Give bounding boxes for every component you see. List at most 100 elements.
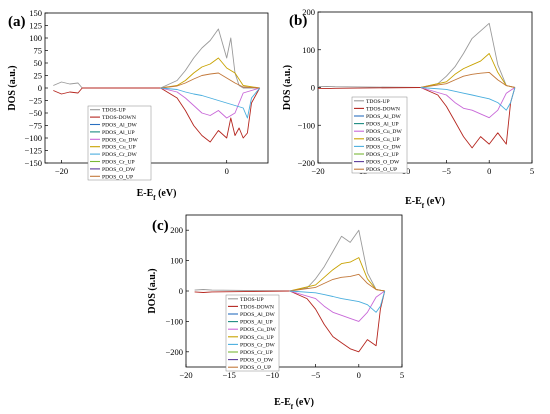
y-tick-label: 75 <box>34 46 43 56</box>
x-tick-label: −10 <box>266 370 279 380</box>
x-tick-label: 5 <box>400 370 404 380</box>
legend-label: TDOS-DOWN <box>102 115 136 121</box>
panel-letter: (b) <box>289 13 307 29</box>
legend-label: PDOS_Al_UP <box>366 122 399 128</box>
series-line-pdos-cr-dw <box>289 290 386 313</box>
legend-label: PDOS_Cr_DW <box>240 342 276 348</box>
series-line-pdos-cu-dw <box>420 87 516 119</box>
series-line-pdos-o-up <box>420 71 515 88</box>
x-tick-label: −15 <box>223 370 236 380</box>
y-tick-label: −100 <box>165 316 183 326</box>
x-tick-label: 0 <box>487 166 491 176</box>
legend-label: TDOS-UP <box>102 108 126 114</box>
series-line-pdos-cu-dw <box>289 290 385 322</box>
legend: TDOS-UPTDOS-DOWNPDOS_Al_DWPDOS_Al_UPPDOS… <box>87 105 152 181</box>
legend-label: PDOS_Cr_UP <box>366 152 399 158</box>
legend-label: PDOS_Al_DW <box>366 114 402 120</box>
panel-a: −20−100−150−125−100−75−50−25025507510012… <box>7 8 269 202</box>
y-tick-label: −150 <box>24 158 42 168</box>
series-group <box>318 22 516 149</box>
legend: TDOS-UPTDOS-DOWNPDOS_Al_DWPDOS_Al_UPPDOS… <box>351 96 408 174</box>
y-tick-label: 0 <box>311 83 315 93</box>
series-group <box>53 28 261 143</box>
legend-label: TDOS-UP <box>240 297 264 303</box>
legend-label: PDOS_O_UP <box>366 167 397 173</box>
series-line-pdos-cr-dw <box>160 87 261 119</box>
y-tick-label: 100 <box>302 45 315 55</box>
series-line-pdos-cu-up <box>420 53 515 88</box>
legend-label: PDOS_Cu_DW <box>240 327 276 333</box>
x-tick-label: 0 <box>357 370 361 380</box>
y-tick-label: 0 <box>179 286 183 296</box>
x-axis-label: E-Ef (eV) <box>405 196 445 210</box>
series-line-pdos-o-up <box>160 72 260 89</box>
panel-c: −20 −15 −10 −5 0 5 −200 −100 0 100 200 E-Ef (eV) DOS… <box>147 214 404 411</box>
legend-box <box>87 105 152 181</box>
y-axis-label: DOS (a.u.) <box>147 268 158 313</box>
series-line-tdos-down <box>53 87 261 143</box>
y-tick-label: −100 <box>297 120 315 130</box>
y-axis-label: DOS (a.u.) <box>7 65 18 110</box>
series-line-pdos-cu-up <box>160 57 260 89</box>
legend-label: PDOS_O_DW <box>366 160 400 166</box>
y-tick-label: 100 <box>29 33 42 43</box>
x-tick-label: 5 <box>530 166 534 176</box>
y-tick-label: −75 <box>29 121 42 131</box>
y-tick-label: 125 <box>29 21 42 31</box>
legend-label: PDOS_O_UP <box>102 174 133 180</box>
y-tick-label: −200 <box>297 158 315 168</box>
y-tick-label: 200 <box>302 7 315 17</box>
series-line-pdos-cr-dw <box>420 87 516 111</box>
series-line-pdos-o-up <box>289 273 385 292</box>
y-tick-label: −125 <box>24 146 42 156</box>
legend-label: PDOS_Cu_UP <box>102 145 136 151</box>
y-tick-label: 50 <box>34 58 43 68</box>
y-tick-label: −200 <box>165 347 183 357</box>
y-tick-label: 25 <box>34 71 43 81</box>
legend-label: PDOS_Al_UP <box>240 320 273 326</box>
legend-label: PDOS_Cu_DW <box>366 129 402 135</box>
legend-label: PDOS_Cu_UP <box>240 335 274 341</box>
x-tick-label: −5 <box>311 370 320 380</box>
y-tick-label: 0 <box>38 83 42 93</box>
legend-box <box>351 96 408 174</box>
legend: TDOS-UPTDOS-DOWNPDOS_Al_DWPDOS_Al_UPPDOS… <box>225 294 280 372</box>
series-group <box>194 229 386 353</box>
legend-label: PDOS_Al_DW <box>240 312 276 318</box>
y-tick-label: 200 <box>170 225 183 235</box>
y-tick-label: −50 <box>29 108 42 118</box>
legend-label: PDOS_O_DW <box>240 358 274 364</box>
legend-label: PDOS_O_UP <box>240 365 271 371</box>
x-tick-label: −20 <box>179 370 192 380</box>
series-line-tdos-up <box>194 229 385 292</box>
legend-label: TDOS-UP <box>366 99 390 105</box>
y-tick-label: −25 <box>29 96 42 106</box>
x-tick-label: −20 <box>311 166 324 176</box>
y-tick-label: −100 <box>24 133 42 143</box>
legend-label: PDOS_Cr_DW <box>366 144 402 150</box>
series-line-tdos-up <box>53 28 260 89</box>
x-axis-label: E-Ef (eV) <box>274 397 314 411</box>
legend-label: PDOS_Cr_UP <box>102 160 135 166</box>
series-line-tdos-up <box>318 22 515 88</box>
y-tick-label: 150 <box>29 8 42 18</box>
legend-label: PDOS_Cr_UP <box>240 350 273 356</box>
series-line-pdos-cu-dw <box>160 87 260 119</box>
series-line-tdos-down <box>194 290 386 353</box>
y-tick-label: 100 <box>170 256 183 266</box>
legend-box <box>225 294 280 372</box>
x-tick-label: 0 <box>225 166 229 176</box>
legend-label: TDOS-DOWN <box>366 106 400 112</box>
legend-label: PDOS_O_DW <box>102 167 136 173</box>
legend-label: PDOS_Cr_DW <box>102 152 138 158</box>
series-line-tdos-down <box>318 87 516 149</box>
series-line-pdos-cu-up <box>289 257 385 292</box>
panel-letter: (c) <box>152 218 169 234</box>
x-axis-label: E-Ef (eV) <box>137 188 177 202</box>
x-tick-label: −20 <box>55 166 68 176</box>
legend-label: PDOS_Cu_DW <box>102 137 138 143</box>
x-tick-label: −5 <box>442 166 451 176</box>
y-axis-label: DOS (a.u.) <box>282 65 293 110</box>
